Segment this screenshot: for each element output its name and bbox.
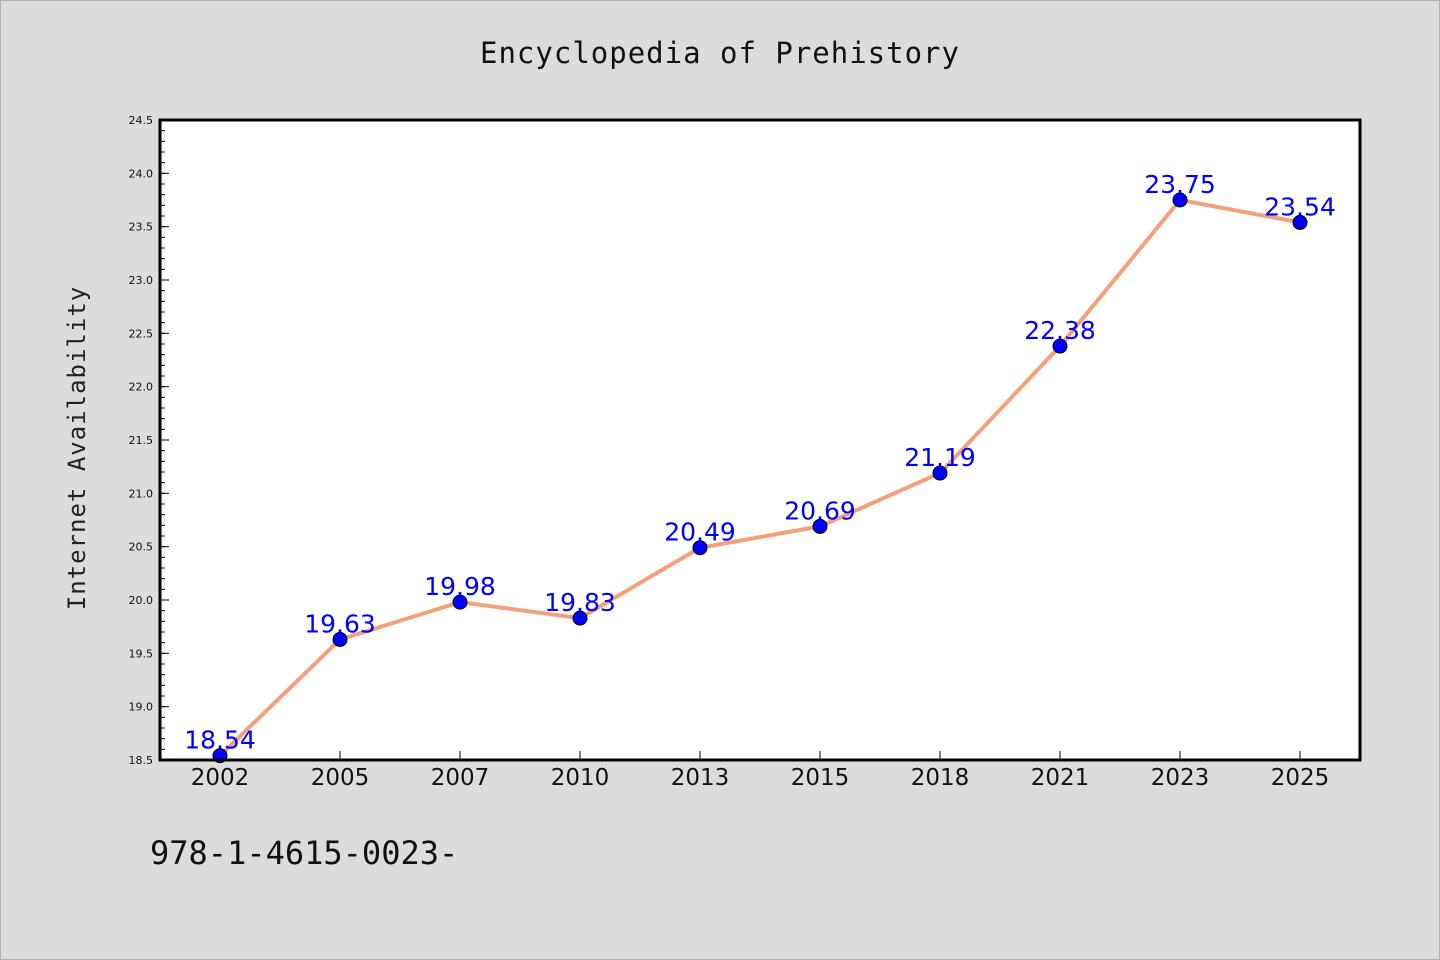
series-line (218, 198, 1302, 758)
y-tick-label: 19.0 (129, 701, 154, 714)
isbn-text: 978-1-4615-0023- (150, 834, 458, 872)
y-tick-label: 19.5 (129, 647, 154, 660)
y-tick-label: 24.0 (129, 167, 154, 180)
data-point (452, 594, 468, 610)
data-label: 19.98 (424, 572, 496, 601)
x-axis: 2002 2005 2007 2010 2013 2015 2018 2021 2023 2025 (191, 751, 1330, 791)
series-layer: 18.54 19.63 19.98 19.83 20.49 20.69 21.19 22.38… (184, 170, 1336, 764)
y-tick-label: 23.5 (129, 221, 154, 234)
y-tick-label: 20.0 (129, 594, 154, 607)
x-tick-label: 2007 (431, 765, 490, 791)
x-tick-label: 2005 (311, 765, 370, 791)
data-point (812, 518, 828, 534)
data-label: 23.75 (1144, 170, 1216, 199)
x-tick-label: 2002 (191, 765, 250, 791)
data-label: 19.83 (544, 588, 616, 617)
y-tick-label: 20.5 (129, 541, 154, 554)
x-tick-label: 2013 (671, 765, 730, 791)
y-axis-label: Internet Availability (63, 286, 91, 610)
data-label: 21.19 (904, 443, 976, 472)
data-point (1052, 338, 1068, 354)
chart-title: Encyclopedia of Prehistory (480, 36, 960, 70)
data-point (1292, 214, 1308, 230)
y-tick-label: 24.5 (129, 114, 154, 127)
data-label: 18.54 (184, 726, 256, 755)
data-point (692, 540, 708, 556)
data-label: 20.49 (664, 518, 736, 547)
data-point (332, 631, 348, 647)
y-tick-label: 21.5 (129, 434, 154, 447)
data-point (572, 610, 588, 626)
x-tick-label: 2021 (1031, 765, 1090, 791)
x-tick-label: 2023 (1151, 765, 1210, 791)
data-point (1172, 192, 1188, 208)
data-label: 22.38 (1024, 316, 1096, 345)
x-tick-label: 2010 (551, 765, 610, 791)
y-tick-label: 21.0 (129, 487, 154, 500)
x-tick-label: 2025 (1271, 765, 1330, 791)
plot-border (158, 118, 1362, 762)
data-label: 19.63 (304, 609, 376, 638)
data-point (932, 465, 948, 481)
y-tick-label: 22.0 (129, 381, 154, 394)
data-label: 23.54 (1264, 192, 1336, 221)
x-tick-label: 2015 (791, 765, 850, 791)
plot-area (160, 120, 1360, 760)
y-tick-label: 18.5 (129, 754, 154, 767)
y-tick-label: 22.5 (129, 327, 154, 340)
data-label: 20.69 (784, 496, 856, 525)
y-tick-label: 23.0 (129, 274, 154, 287)
x-tick-label: 2018 (911, 765, 970, 791)
